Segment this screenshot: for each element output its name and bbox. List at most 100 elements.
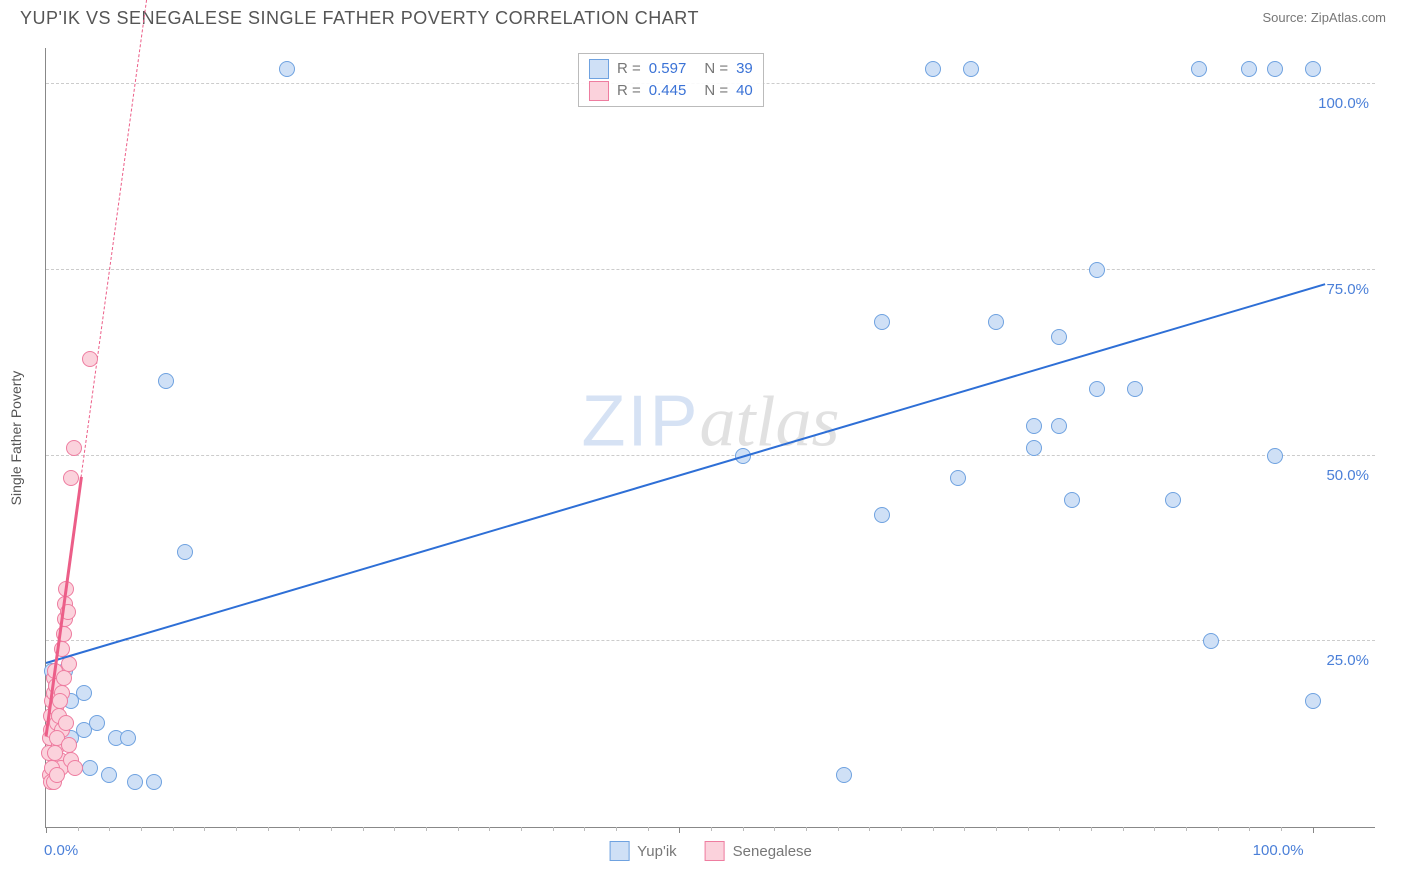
data-point-senegalese xyxy=(56,670,72,686)
x-tick xyxy=(458,827,459,831)
legend-n-label: N = xyxy=(704,80,728,102)
x-tick xyxy=(901,827,902,831)
correlation-legend: R =0.597N =39R =0.445N =40 xyxy=(578,53,764,107)
data-point-yupik xyxy=(836,767,852,783)
data-point-yupik xyxy=(874,507,890,523)
x-tick xyxy=(679,827,680,833)
x-tick xyxy=(1281,827,1282,831)
legend-swatch xyxy=(609,841,629,861)
x-tick xyxy=(711,827,712,831)
x-tick xyxy=(553,827,554,831)
data-point-senegalese xyxy=(67,760,83,776)
legend-n-value: 40 xyxy=(736,80,753,102)
data-point-senegalese xyxy=(49,767,65,783)
series-legend: Yup'ik Senegalese xyxy=(609,841,812,861)
x-tick xyxy=(489,827,490,831)
chart-title: YUP'IK VS SENEGALESE SINGLE FATHER POVER… xyxy=(20,8,699,28)
data-point-yupik xyxy=(1051,329,1067,345)
data-point-yupik xyxy=(177,544,193,560)
legend-r-label: R = xyxy=(617,80,641,102)
data-point-yupik xyxy=(1127,381,1143,397)
x-tick xyxy=(774,827,775,831)
data-point-yupik xyxy=(1064,492,1080,508)
x-tick xyxy=(1091,827,1092,831)
y-tick-label: 100.0% xyxy=(1318,95,1369,112)
data-point-senegalese xyxy=(58,715,74,731)
x-tick xyxy=(616,827,617,831)
data-point-yupik xyxy=(1305,61,1321,77)
x-tick xyxy=(933,827,934,831)
series-name: Yup'ik xyxy=(637,843,677,860)
x-tick xyxy=(806,827,807,831)
x-tick xyxy=(1186,827,1187,831)
legend-r-value: 0.445 xyxy=(649,80,687,102)
data-point-senegalese xyxy=(66,440,82,456)
data-point-yupik xyxy=(1051,418,1067,434)
data-point-yupik xyxy=(1203,633,1219,649)
data-point-yupik xyxy=(82,760,98,776)
gridline xyxy=(46,269,1375,270)
legend-row-yupik: R =0.597N =39 xyxy=(589,58,753,80)
x-tick-label: 0.0% xyxy=(44,842,78,859)
legend-row-senegalese: R = 0.445 N = 40 xyxy=(589,80,753,102)
trend-line xyxy=(81,0,161,477)
x-tick xyxy=(204,827,205,831)
data-point-yupik xyxy=(89,715,105,731)
x-tick xyxy=(109,827,110,831)
x-tick xyxy=(1028,827,1029,831)
watermark: ZIPatlas xyxy=(581,380,839,463)
gridline xyxy=(46,640,1375,641)
x-tick xyxy=(394,827,395,831)
x-tick xyxy=(521,827,522,831)
data-point-yupik xyxy=(158,373,174,389)
data-point-yupik xyxy=(1026,440,1042,456)
legend-r-label: R = xyxy=(617,58,641,80)
x-tick xyxy=(648,827,649,831)
data-point-senegalese xyxy=(63,470,79,486)
data-point-yupik xyxy=(988,314,1004,330)
data-point-yupik xyxy=(146,774,162,790)
y-tick-label: 75.0% xyxy=(1326,281,1369,298)
data-point-yupik xyxy=(279,61,295,77)
x-tick xyxy=(331,827,332,831)
x-tick xyxy=(141,827,142,831)
data-point-yupik xyxy=(120,730,136,746)
plot-area: Single Father Poverty ZIPatlas 25.0%50.0… xyxy=(45,48,1375,828)
data-point-yupik xyxy=(127,774,143,790)
trend-line xyxy=(46,283,1326,664)
x-tick xyxy=(363,827,364,831)
x-tick xyxy=(299,827,300,831)
y-axis-label: Single Father Poverty xyxy=(8,370,24,505)
x-tick xyxy=(1059,827,1060,831)
x-tick xyxy=(869,827,870,831)
data-point-yupik xyxy=(101,767,117,783)
data-point-yupik xyxy=(950,470,966,486)
gridline xyxy=(46,455,1375,456)
series-legend-item-yupik: Yup'ik xyxy=(609,841,677,861)
series-name: Senegalese xyxy=(733,843,812,860)
data-point-yupik xyxy=(1267,448,1283,464)
legend-n-label: N = xyxy=(704,58,728,80)
x-tick xyxy=(743,827,744,831)
legend-r-value: 0.597 xyxy=(649,58,687,80)
data-point-yupik xyxy=(1089,262,1105,278)
x-tick-label: 100.0% xyxy=(1253,842,1304,859)
x-tick xyxy=(1218,827,1219,831)
data-point-yupik xyxy=(1165,492,1181,508)
x-tick xyxy=(46,827,47,833)
data-point-yupik xyxy=(1026,418,1042,434)
data-point-yupik xyxy=(1089,381,1105,397)
data-point-yupik xyxy=(874,314,890,330)
series-legend-item-senegalese: Senegalese xyxy=(705,841,812,861)
data-point-yupik xyxy=(76,685,92,701)
legend-swatch xyxy=(589,59,609,79)
data-point-senegalese xyxy=(61,737,77,753)
data-point-yupik xyxy=(1267,61,1283,77)
x-tick xyxy=(1154,827,1155,831)
x-tick xyxy=(838,827,839,831)
x-tick xyxy=(268,827,269,831)
x-tick xyxy=(1249,827,1250,831)
x-tick xyxy=(78,827,79,831)
data-point-yupik xyxy=(925,61,941,77)
x-tick xyxy=(1313,827,1314,833)
